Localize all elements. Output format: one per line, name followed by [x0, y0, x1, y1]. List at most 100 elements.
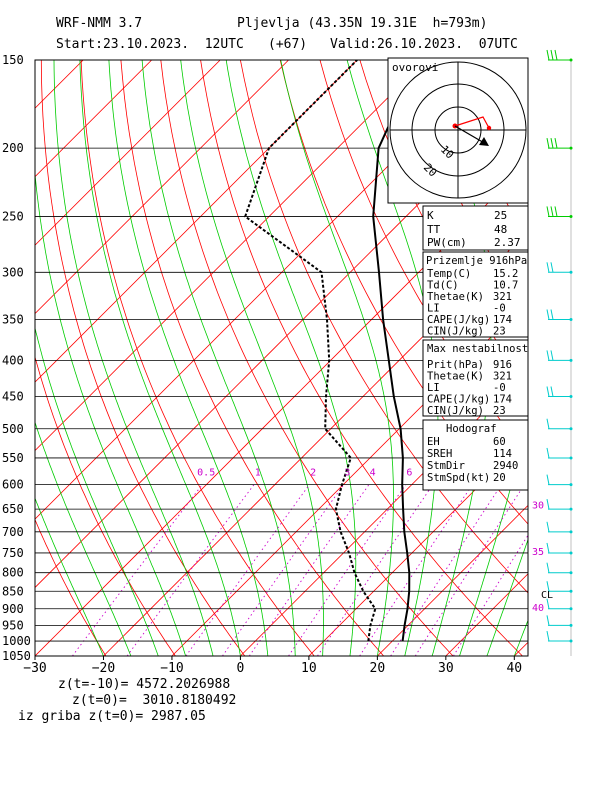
wind-barb — [546, 542, 573, 555]
dry-adiabat-line — [40, 60, 246, 656]
mixing-ratio-label: 1 — [255, 467, 261, 478]
moist-adiabat-line — [35, 170, 186, 656]
hodograph-title: ovorovi — [392, 61, 438, 74]
wind-barb-point — [569, 483, 573, 487]
pressure-tick-label: 350 — [2, 313, 24, 327]
wind-barb-flag — [550, 350, 554, 361]
mixing-ratio-line — [390, 484, 502, 656]
wind-barb-flag — [546, 418, 550, 429]
mixing-ratio-label: 4 — [370, 467, 376, 478]
wind-barb-point — [569, 394, 573, 398]
wind-barb-flag — [546, 598, 550, 609]
dry-adiabat-line — [518, 60, 528, 81]
info-value: 916 — [493, 359, 512, 371]
moist-adiabat-line — [53, 60, 214, 656]
wind-barb — [546, 262, 573, 274]
info-value: 10.7 — [493, 280, 518, 292]
wind-barb-flag — [546, 350, 550, 361]
wind-barb-flag — [554, 206, 558, 217]
wind-barb-flag — [546, 615, 550, 626]
pressure-tick-label: 150 — [2, 53, 24, 67]
hodograph-panel: ovorovi 10 20 — [387, 57, 529, 204]
temperature-tick-label: −30 — [23, 661, 46, 676]
mixing-ratio-label: 0.5 — [197, 467, 215, 478]
dry-adiabat-line — [559, 60, 600, 656]
index-label: TT — [427, 223, 441, 236]
info-value: 23 — [493, 326, 506, 338]
wind-barb — [546, 598, 573, 611]
hodograph-stats-box: Hodograf EH 60 SREH 114 StmDir 2940StmSpd(kt)… — [422, 419, 529, 491]
moist-adiabat-line — [35, 421, 132, 656]
temperature-tick-label: −20 — [92, 661, 115, 676]
info-value: 60 — [493, 436, 506, 448]
wind-barb-flag — [550, 138, 554, 149]
mixing-ratio-line — [453, 534, 528, 656]
wind-barb — [546, 418, 573, 431]
wind-barb-flag — [550, 262, 554, 273]
wind-barb-flag — [546, 206, 550, 217]
info-label: Prit(hPa) — [427, 359, 484, 371]
lcl-label: CL — [541, 590, 553, 601]
dewpoint-profile — [244, 60, 377, 642]
station-title: Pljevlja (43.35N 19.31E h=793m) — [237, 16, 488, 31]
wind-barb-point — [569, 530, 573, 534]
max-instability-title: Max nestabilnost — [427, 343, 528, 355]
hodograph-end-dot — [486, 125, 492, 131]
moist-adiabat-line — [35, 326, 159, 656]
info-value: 15.2 — [493, 268, 518, 280]
info-value: 23 — [493, 405, 506, 417]
info-label: SREH — [427, 448, 452, 460]
pressure-tick-label: 250 — [2, 209, 24, 223]
pressure-tick-label: 950 — [2, 618, 24, 632]
isotherm-line — [35, 60, 221, 246]
wind-barb-flag — [546, 562, 550, 573]
pressure-tick-label: 1050 — [2, 649, 31, 663]
temperature-tick-label: −10 — [160, 661, 183, 676]
isotherm-line — [35, 60, 152, 178]
isotherm-line — [35, 60, 426, 452]
pressure-tick-label: 200 — [2, 141, 24, 155]
temperature-tick-label: 30 — [438, 661, 454, 676]
wind-barb-point — [569, 507, 573, 511]
z-grib: iz griba z(t=0)= 2987.05 — [18, 709, 206, 724]
pressure-tick-label: 550 — [2, 451, 24, 465]
info-value: 20 — [493, 472, 506, 484]
wind-barb-flag — [554, 49, 558, 61]
mixing-ratio-line — [72, 484, 203, 656]
info-value: 321 — [493, 291, 512, 303]
lead-time: (+67) — [268, 37, 308, 52]
surface-box: Prizemlje 916hPa Temp(C) 15.2 Td(C) 10.7 The… — [422, 251, 529, 338]
info-value: 174 — [493, 394, 512, 406]
wind-barb — [546, 474, 573, 487]
indices-box: K 25 TT 48 PW(cm) 2.37 — [422, 205, 529, 251]
info-value: 321 — [493, 371, 512, 383]
index-label: K — [427, 209, 434, 222]
wind-barb-point — [569, 571, 573, 575]
temperature-tick-label: 10 — [301, 661, 317, 676]
info-label: CAPE(J/kg) — [427, 394, 490, 406]
info-value: -0 — [493, 303, 506, 315]
isotherm-line — [377, 504, 528, 656]
wind-barb-flag — [546, 309, 550, 320]
pressure-tick-label: 750 — [2, 546, 24, 560]
info-value: -0 — [493, 382, 506, 394]
surface-title: Prizemlje 916hPa — [426, 255, 527, 267]
wind-barb — [546, 138, 573, 150]
pressure-tick-label: 800 — [2, 566, 24, 580]
z-minus10: z(t=-10)= 4572.2026988 — [58, 677, 231, 692]
wind-barb — [546, 630, 573, 643]
mixing-ratio-line — [288, 484, 407, 656]
wind-barb-flag — [546, 49, 550, 61]
wind-barb-point — [569, 639, 573, 643]
isotherm-line — [35, 162, 528, 656]
wind-barb-flag — [546, 581, 550, 592]
storm-motion-arrowhead — [479, 137, 489, 146]
speed-label: 35 — [532, 547, 544, 558]
pressure-tick-label: 600 — [2, 478, 24, 492]
max-instability-box: Max nestabilnost Prit(hPa) 916 Thetae(K) 32… — [422, 339, 529, 417]
temperature-tick-label: 0 — [237, 661, 245, 676]
z-zero: z(t=0)= 3010.8180492 — [72, 693, 237, 708]
wind-barb-point — [569, 146, 573, 150]
wind-barb-flag — [546, 630, 550, 642]
hodograph-trace — [454, 116, 490, 129]
